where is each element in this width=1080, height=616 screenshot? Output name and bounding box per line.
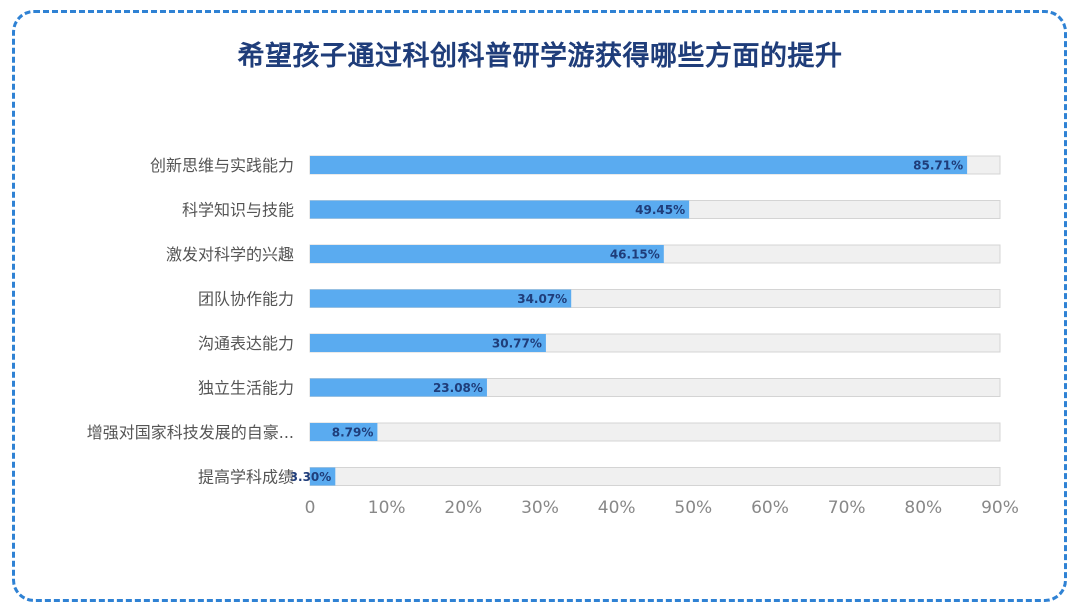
bar xyxy=(310,467,336,486)
bar xyxy=(310,156,968,174)
x-tick-label: 10% xyxy=(368,498,406,518)
bar-track xyxy=(309,422,1001,442)
value-label: 3.30% xyxy=(290,470,332,484)
x-axis-ticks: 0 10% 20% 30% 40% 50% 60% 70% 80% 90% xyxy=(305,498,1019,518)
bar xyxy=(310,289,572,308)
bar-track xyxy=(309,467,1001,486)
bar xyxy=(310,334,546,352)
category-label: 科学知识与技能 xyxy=(182,201,294,220)
value-label: 34.07% xyxy=(517,292,567,306)
value-label: 8.79% xyxy=(332,426,374,440)
x-tick-label: 80% xyxy=(904,498,942,518)
bar xyxy=(310,378,487,397)
value-label: 23.08% xyxy=(433,381,483,395)
category-label: 提高学科成绩 xyxy=(198,468,294,487)
category-label: 增强对国家科技发展的自豪... xyxy=(87,423,294,442)
value-label: 46.15% xyxy=(610,248,660,262)
value-label: 85.71% xyxy=(913,159,963,173)
bar xyxy=(310,423,378,441)
value-labels: 85.71% 49.45% 46.15% 34.07% 30.77% 23.08% 8.79… xyxy=(290,159,963,485)
bar xyxy=(310,245,664,263)
x-tick-label: 90% xyxy=(981,498,1019,518)
category-label: 创新思维与实践能力 xyxy=(150,156,294,175)
x-tick-label: 20% xyxy=(444,498,482,518)
x-tick-label: 40% xyxy=(598,498,636,518)
x-tick-label: 30% xyxy=(521,498,559,518)
bars xyxy=(310,156,968,486)
x-tick-label: 70% xyxy=(828,498,866,518)
category-label: 团队协作能力 xyxy=(198,290,294,309)
value-label: 30.77% xyxy=(492,337,542,351)
bar xyxy=(310,200,690,219)
x-tick-label: 60% xyxy=(751,498,789,518)
category-label: 激发对科学的兴趣 xyxy=(166,245,294,264)
category-label: 独立生活能力 xyxy=(198,379,294,398)
category-label: 沟通表达能力 xyxy=(198,334,294,353)
value-label: 49.45% xyxy=(635,203,685,217)
chart-title: 希望孩子通过科创科普研学游获得哪些方面的提升 xyxy=(237,41,843,72)
x-tick-label: 0 xyxy=(305,498,316,518)
x-tick-label: 50% xyxy=(674,498,712,518)
category-labels: 创新思维与实践能力科学知识与技能激发对科学的兴趣团队协作能力沟通表达能力独立生活… xyxy=(87,156,294,487)
